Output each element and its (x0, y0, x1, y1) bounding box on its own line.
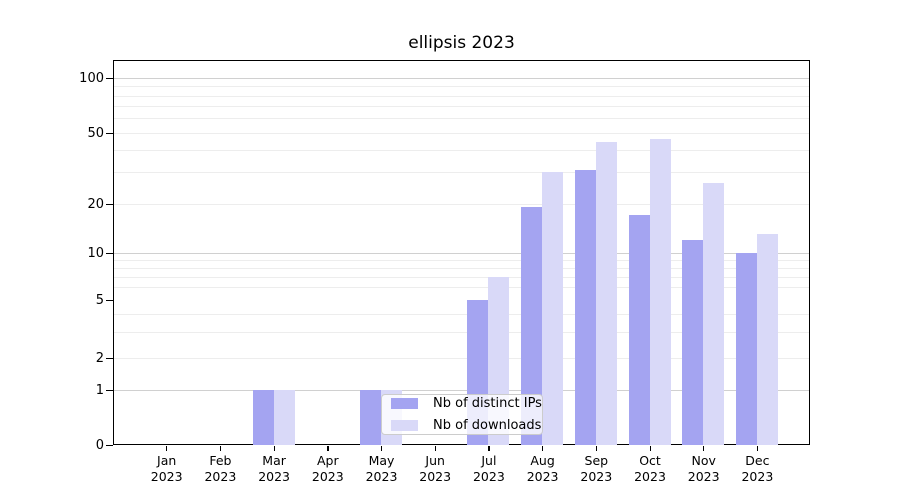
x-tick-jul (488, 445, 490, 451)
bar-downloads-nov (703, 183, 725, 445)
x-tick-label-sep: Sep 2023 (580, 452, 613, 485)
gridline-major-y-10 (114, 252, 809, 254)
legend-label-downloads: Nb of downloads (433, 418, 542, 433)
bar-ips-may (360, 390, 381, 445)
y-tick-label-100: 100 (79, 71, 104, 86)
y-tick-label-5: 5 (95, 292, 104, 308)
gridline-y-50 (114, 132, 809, 134)
legend-swatch-downloads (391, 420, 418, 431)
x-tick-label-jan: Jan 2023 (150, 452, 183, 485)
bar-ips-oct (628, 214, 650, 445)
bar-downloads-mar (273, 390, 295, 445)
gridline-y-8 (114, 267, 809, 269)
y-tick-100 (106, 78, 113, 80)
x-tick-may (381, 445, 383, 451)
y-tick-label-0: 0 (95, 438, 104, 453)
gridline-major-y-1 (114, 390, 809, 391)
chart-title: ellipsis 2023 (408, 33, 515, 53)
gridline-y-4 (114, 313, 809, 315)
gridline-y-60 (114, 118, 809, 120)
gridline-y-80 (114, 95, 809, 97)
y-tick-label-2: 2 (95, 350, 104, 366)
gridline-y-70 (114, 106, 809, 108)
gridline-y-9 (114, 259, 809, 261)
gridline-y-7 (114, 276, 809, 278)
x-tick-apr (327, 445, 329, 451)
plot-area (113, 60, 810, 445)
y-tick-label-10: 10 (87, 245, 104, 261)
y-tick-label-20: 20 (87, 196, 104, 212)
y-tick-label-1: 1 (95, 383, 104, 398)
y-tick-2 (106, 357, 113, 359)
legend-item-distinct-ips: Nb of distinct IPs (391, 396, 542, 411)
bar-ips-dec (735, 252, 757, 445)
gridline-y-30 (114, 172, 809, 174)
x-tick-label-mar: Mar 2023 (258, 452, 290, 485)
gridline-major-y-100 (114, 78, 809, 79)
x-tick-label-feb: Feb 2023 (204, 452, 237, 485)
bar-downloads-aug (542, 172, 564, 445)
x-tick-jan (166, 445, 168, 451)
x-tick-feb (219, 445, 222, 451)
gridline-y-90 (114, 86, 809, 88)
x-tick-jun (434, 445, 436, 451)
bar-downloads-oct (649, 138, 671, 445)
legend-item-downloads: Nb of downloads (391, 418, 541, 433)
y-tick-10 (106, 252, 113, 254)
x-tick-aug (542, 445, 544, 451)
gridline-y-2 (114, 357, 809, 359)
x-tick-label-dec: Dec 2023 (741, 452, 774, 485)
y-tick-5 (106, 299, 113, 301)
legend: Nb of distinct IPs Nb of downloads (381, 394, 543, 435)
x-tick-oct (649, 445, 651, 451)
legend-swatch-ips (391, 398, 418, 409)
y-tick-50 (106, 132, 113, 134)
x-tick-label-jul: Jul 2023 (472, 452, 505, 485)
y-tick-0 (106, 445, 113, 447)
bar-downloads-dec (756, 233, 778, 445)
x-tick-label-aug: Aug 2023 (526, 452, 559, 485)
bar-ips-sep (574, 169, 596, 445)
x-tick-nov (703, 445, 705, 451)
x-tick-label-apr: Apr 2023 (311, 452, 344, 485)
gridline-y-20 (114, 203, 809, 205)
gridline-y-3 (114, 331, 809, 333)
x-tick-label-may: May 2023 (365, 452, 398, 485)
gridline-y-6 (114, 287, 809, 289)
bar-ips-mar (252, 390, 274, 445)
y-tick-20 (106, 203, 113, 205)
y-tick-label-50: 50 (87, 125, 104, 141)
bar-downloads-sep (595, 142, 617, 445)
x-tick-label-nov: Nov 2023 (687, 452, 720, 485)
legend-label-ips: Nb of distinct IPs (433, 396, 542, 411)
gridline-y-40 (114, 149, 809, 151)
x-tick-label-jun: Jun 2023 (419, 452, 452, 485)
x-tick-label-oct: Oct 2023 (634, 452, 666, 485)
y-tick-1 (106, 390, 113, 392)
x-tick-dec (756, 445, 759, 451)
bar-ips-aug (521, 207, 543, 445)
bar-ips-nov (682, 239, 704, 445)
x-tick-sep (595, 445, 598, 451)
x-tick-mar (273, 445, 275, 451)
